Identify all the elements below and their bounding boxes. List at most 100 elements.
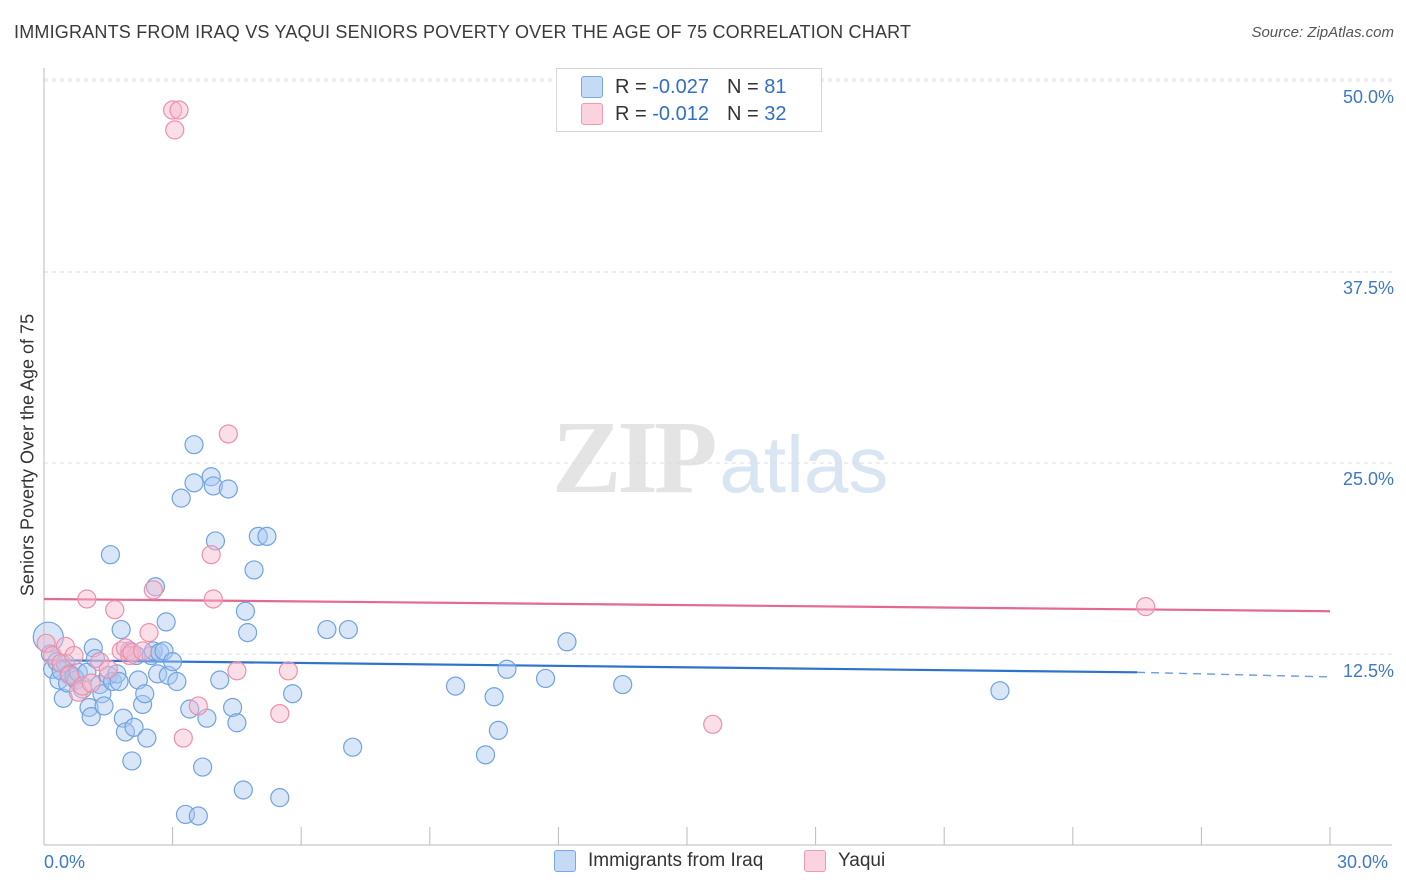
x-tick-label: 30.0% — [1337, 852, 1389, 872]
point-yaqui — [227, 661, 247, 681]
point-yaqui — [1136, 597, 1156, 617]
point-iraq — [244, 560, 264, 580]
point-iraq — [124, 717, 144, 737]
stats-legend: R = -0.027 N = 81 R = -0.012 N = 32 — [556, 68, 822, 132]
point-yaqui — [203, 589, 223, 609]
source-credit: Source: ZipAtlas.com — [1251, 24, 1394, 41]
legend-item-yaqui[interactable]: Yaqui — [804, 850, 885, 872]
point-yaqui — [703, 714, 723, 734]
legend-item-iraq[interactable]: Immigrants from Iraq — [554, 850, 763, 872]
point-iraq — [122, 751, 142, 771]
point-iraq — [557, 632, 577, 652]
point-iraq — [227, 713, 247, 733]
y-tick-label: 12.5% — [1342, 661, 1394, 681]
point-iraq — [613, 674, 633, 695]
point-iraq — [488, 720, 508, 741]
point-yaqui — [139, 623, 159, 643]
point-iraq — [100, 545, 121, 565]
legend-r-value: -0.027 — [652, 75, 709, 98]
point-yaqui — [64, 645, 84, 666]
point-iraq — [193, 757, 213, 777]
point-iraq — [188, 806, 208, 826]
trendline-yaqui — [43, 597, 1331, 613]
point-iraq — [497, 659, 517, 679]
point-iraq — [338, 619, 358, 640]
point-iraq — [990, 681, 1010, 701]
point-yaqui — [81, 673, 101, 693]
legend-r-value: -0.012 — [652, 102, 709, 125]
point-iraq — [107, 664, 127, 684]
point-iraq — [109, 671, 129, 692]
point-yaqui — [169, 100, 189, 120]
point-iraq — [81, 707, 101, 727]
x-tick-label: 0.0% — [44, 852, 86, 872]
legend-swatch-yaqui — [804, 850, 826, 872]
point-yaqui — [173, 728, 193, 748]
point-iraq — [235, 601, 256, 621]
point-iraq — [257, 526, 277, 546]
point-iraq — [184, 473, 204, 493]
point-iraq — [484, 687, 504, 707]
point-iraq — [94, 696, 114, 716]
axes — [43, 68, 1392, 846]
point-yaqui — [163, 100, 183, 120]
point-iraq — [203, 476, 223, 496]
point-yaqui — [60, 665, 80, 685]
point-iraq — [115, 722, 136, 742]
trend-lines — [43, 597, 1331, 678]
point-yaqui — [218, 424, 238, 444]
point-yaqui — [143, 580, 163, 600]
point-iraq — [218, 479, 238, 499]
point-iraq — [135, 684, 155, 704]
point-iraq — [317, 619, 337, 640]
point-iraq — [445, 676, 466, 696]
point-yaqui — [165, 120, 185, 140]
legend-row-yaqui: R = -0.012 N = 32 — [581, 101, 786, 127]
legend-n-label: N = — [726, 75, 759, 98]
point-iraq — [283, 684, 303, 704]
point-iraq — [143, 641, 163, 661]
point-iraq — [163, 652, 183, 672]
point-iraq — [137, 728, 157, 748]
point-yaqui — [120, 645, 140, 666]
point-iraq — [145, 577, 166, 597]
point-iraq — [210, 670, 230, 690]
legend-label-iraq: Immigrants from Iraq — [588, 850, 764, 871]
trendline-extension-iraq — [1137, 671, 1331, 678]
point-iraq — [111, 619, 131, 640]
point-yaqui — [77, 589, 97, 609]
y-tick-label: 50.0% — [1342, 87, 1394, 107]
watermark-atlas: atlas — [719, 420, 889, 509]
legend-n-label: N = — [726, 102, 759, 125]
y-tick-label: 25.0% — [1342, 469, 1394, 489]
point-yaqui — [270, 703, 290, 724]
point-iraq — [238, 623, 258, 643]
y-tick-label: 37.5% — [1342, 278, 1394, 298]
point-iraq — [184, 435, 204, 455]
series-legend: Immigrants from Iraq Yaqui — [0, 850, 1406, 880]
point-yaqui — [188, 696, 208, 716]
chart-title: IMMIGRANTS FROM IRAQ VS YAQUI SENIORS PO… — [14, 22, 912, 42]
point-iraq — [270, 788, 290, 808]
point-iraq — [233, 780, 253, 800]
point-yaqui — [201, 545, 221, 565]
watermark: ZIPatlas — [552, 398, 888, 517]
point-iraq — [343, 737, 363, 757]
data-points — [32, 100, 1156, 826]
point-iraq — [167, 671, 187, 692]
legend-n-value: 81 — [764, 75, 787, 98]
legend-r-label: R = — [615, 102, 647, 125]
legend-swatch-iraq — [581, 76, 603, 98]
point-yaqui — [105, 600, 125, 620]
legend-swatch-yaqui — [581, 103, 603, 125]
point-iraq — [156, 612, 176, 632]
point-yaqui — [278, 661, 298, 681]
legend-row-iraq: R = -0.027 N = 81 — [581, 74, 786, 100]
legend-swatch-iraq — [554, 850, 576, 872]
point-iraq — [535, 668, 556, 689]
point-iraq — [223, 697, 243, 718]
legend-r-label: R = — [615, 75, 647, 98]
legend-label-yaqui: Yaqui — [838, 850, 886, 871]
trendline-iraq — [43, 659, 1138, 674]
